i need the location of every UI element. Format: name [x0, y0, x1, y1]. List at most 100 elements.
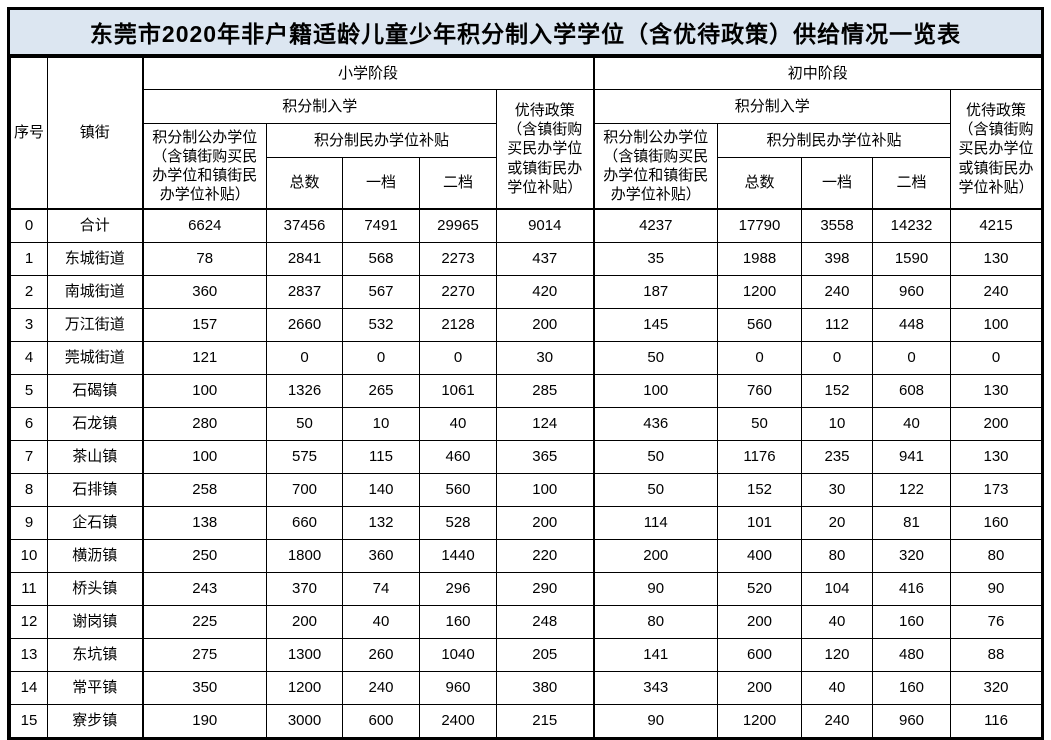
table-row: 14 常平镇 350 1200 240 960 380 343 200 40 160 320 [10, 671, 1041, 705]
cell-primary-0: 190 [141, 704, 267, 737]
primary-preferential-header: 优待政策（含镇街购买民办学位或镇街民办学位补贴） [496, 89, 594, 210]
cell-town: 万江街道 [47, 308, 143, 342]
cell-junior-3: 0 [872, 341, 951, 375]
cell-primary-1: 1300 [266, 638, 343, 672]
primary-public-seats-header: 积分制公办学位（含镇街购买民办学位和镇街民办学位补贴） [141, 123, 267, 210]
col-header-town: 镇街 [47, 57, 143, 210]
cell-primary-0: 258 [141, 473, 267, 507]
cell-index: 8 [10, 473, 48, 507]
cell-junior-2: 112 [801, 308, 873, 342]
cell-junior-2: 3558 [801, 208, 873, 243]
cell-primary-1: 0 [266, 341, 343, 375]
cell-primary-3: 2400 [419, 704, 497, 737]
table-row: 4 莞城街道 121 0 0 0 30 50 0 0 0 0 [10, 341, 1041, 375]
cell-index: 12 [10, 605, 48, 639]
cell-primary-4: 365 [496, 440, 594, 474]
cell-index: 6 [10, 407, 48, 441]
cell-primary-1: 2660 [266, 308, 343, 342]
cell-junior-2: 30 [801, 473, 873, 507]
cell-primary-1: 37456 [266, 208, 343, 243]
cell-junior-0: 141 [592, 638, 718, 672]
cell-index: 5 [10, 374, 48, 408]
cell-junior-0: 50 [592, 440, 718, 474]
cell-junior-1: 1176 [717, 440, 802, 474]
cell-index: 2 [10, 275, 48, 309]
cell-primary-2: 240 [342, 671, 420, 705]
cell-junior-3: 14232 [872, 208, 951, 243]
cell-junior-1: 600 [717, 638, 802, 672]
cell-primary-3: 160 [419, 605, 497, 639]
cell-town: 寮步镇 [47, 704, 143, 737]
cell-junior-0: 90 [592, 572, 718, 606]
cell-primary-4: 30 [496, 341, 594, 375]
table-row: 11 桥头镇 243 370 74 296 290 90 520 104 416 90 [10, 572, 1041, 606]
cell-primary-1: 1800 [266, 539, 343, 573]
cell-primary-3: 1440 [419, 539, 497, 573]
cell-primary-4: 285 [496, 374, 594, 408]
cell-town: 合计 [47, 208, 143, 243]
cell-index: 13 [10, 638, 48, 672]
cell-town: 石排镇 [47, 473, 143, 507]
cell-junior-2: 104 [801, 572, 873, 606]
cell-town: 东坑镇 [47, 638, 143, 672]
cell-primary-0: 243 [141, 572, 267, 606]
cell-junior-2: 240 [801, 275, 873, 309]
cell-town: 谢岗镇 [47, 605, 143, 639]
cell-primary-4: 380 [496, 671, 594, 705]
cell-primary-3: 960 [419, 671, 497, 705]
cell-primary-0: 100 [141, 440, 267, 474]
cell-primary-2: 360 [342, 539, 420, 573]
cell-junior-3: 416 [872, 572, 951, 606]
cell-primary-0: 250 [141, 539, 267, 573]
table-row: 5 石碣镇 100 1326 265 1061 285 100 760 152 608 130 [10, 374, 1041, 408]
cell-town: 东城街道 [47, 242, 143, 276]
cell-junior-4: 320 [949, 671, 1041, 705]
cell-primary-0: 100 [141, 374, 267, 408]
cell-junior-2: 0 [801, 341, 873, 375]
cell-junior-1: 560 [717, 308, 802, 342]
stage-header-primary: 小学阶段 [141, 57, 594, 90]
cell-junior-3: 480 [872, 638, 951, 672]
cell-primary-4: 200 [496, 506, 594, 540]
cell-town: 石碣镇 [47, 374, 143, 408]
cell-primary-0: 6624 [141, 208, 267, 243]
table-body: 0 合计 6624 37456 7491 29965 9014 4237 17790 3558 14… [10, 208, 1041, 737]
cell-primary-0: 121 [141, 341, 267, 375]
cell-junior-3: 160 [872, 605, 951, 639]
cell-town: 桥头镇 [47, 572, 143, 606]
cell-junior-2: 10 [801, 407, 873, 441]
cell-primary-4: 200 [496, 308, 594, 342]
cell-junior-2: 80 [801, 539, 873, 573]
junior-preferential-header: 优待政策（含镇街购买民办学位或镇街民办学位补贴） [949, 89, 1041, 210]
cell-junior-0: 4237 [592, 208, 718, 243]
cell-junior-1: 400 [717, 539, 802, 573]
cell-junior-4: 0 [949, 341, 1041, 375]
cell-primary-1: 660 [266, 506, 343, 540]
cell-primary-3: 1061 [419, 374, 497, 408]
cell-primary-3: 0 [419, 341, 497, 375]
cell-junior-3: 160 [872, 671, 951, 705]
cell-primary-1: 2837 [266, 275, 343, 309]
junior-private-subsidy-header: 积分制民办学位补贴 [717, 123, 951, 158]
table-row: 13 东坑镇 275 1300 260 1040 205 141 600 120 480 88 [10, 638, 1041, 672]
table-row: 3 万江街道 157 2660 532 2128 200 145 560 112 448 100 [10, 308, 1041, 342]
cell-primary-4: 437 [496, 242, 594, 276]
cell-junior-4: 160 [949, 506, 1041, 540]
cell-junior-1: 101 [717, 506, 802, 540]
cell-junior-3: 941 [872, 440, 951, 474]
cell-junior-3: 960 [872, 704, 951, 737]
cell-primary-1: 1200 [266, 671, 343, 705]
table-frame: 东莞市2020年非户籍适龄儿童少年积分制入学学位（含优待政策）供给情况一览表 序… [7, 7, 1044, 740]
table-row: 6 石龙镇 280 50 10 40 124 436 50 10 40 200 [10, 407, 1041, 441]
cell-primary-2: 132 [342, 506, 420, 540]
cell-primary-0: 157 [141, 308, 267, 342]
cell-primary-4: 124 [496, 407, 594, 441]
cell-junior-2: 152 [801, 374, 873, 408]
cell-index: 7 [10, 440, 48, 474]
cell-town: 横沥镇 [47, 539, 143, 573]
cell-index: 11 [10, 572, 48, 606]
primary-tier2-header: 二档 [419, 157, 497, 210]
cell-primary-1: 200 [266, 605, 343, 639]
table-row: 0 合计 6624 37456 7491 29965 9014 4237 17790 3558 14… [10, 208, 1041, 243]
cell-primary-2: 265 [342, 374, 420, 408]
